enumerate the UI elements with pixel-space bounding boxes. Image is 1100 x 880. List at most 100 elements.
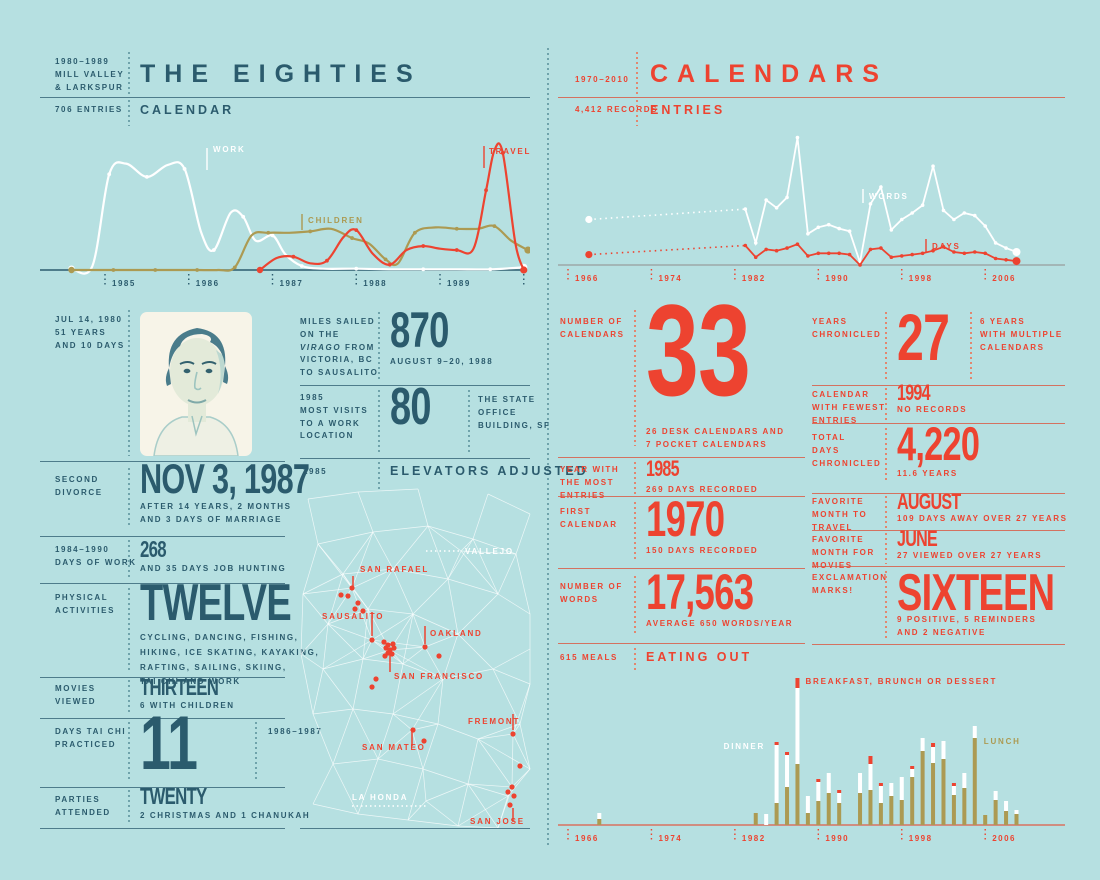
movies-divider — [128, 680, 130, 714]
right-subtitle: ENTRIES — [650, 103, 726, 117]
rule — [812, 644, 1065, 645]
birthday-divider — [128, 310, 130, 456]
svg-text:SAUSALITO: SAUSALITO — [322, 612, 384, 621]
svg-text:1974: 1974 — [658, 834, 682, 843]
records-count: 4,412 RECORDS — [575, 105, 659, 114]
right-header-divider — [636, 52, 638, 96]
left-header-rule — [40, 97, 530, 98]
svg-text:VALLEJO: VALLEJO — [465, 547, 514, 556]
svg-text:DINNER: DINNER — [724, 742, 765, 751]
rule — [40, 536, 285, 537]
divorce-sub: AFTER 14 YEARS, 2 MONTHS AND 3 DAYS OF M… — [140, 502, 292, 524]
svg-text:1998: 1998 — [909, 834, 933, 843]
taichi-value: 11 — [140, 701, 198, 786]
rule — [558, 496, 805, 497]
sailed-sub: AUGUST 9–20, 1988 — [390, 357, 494, 366]
years-chronicled-value: 27 — [897, 300, 950, 374]
parties-value: TWENTY — [140, 783, 207, 809]
svg-text:1986: 1986 — [196, 279, 220, 288]
svg-text:SAN JOSE: SAN JOSE — [470, 817, 525, 826]
eating-out-title: EATING OUT — [646, 650, 753, 664]
first-calendar-sub: 150 DAYS RECORDED — [646, 546, 759, 555]
travel-month-sub: 109 DAYS AWAY OVER 27 YEARS — [897, 514, 1068, 523]
divorce-label: SECOND DIVORCE — [55, 475, 103, 497]
first-calendar-value: 1970 — [646, 491, 725, 547]
rule — [40, 718, 285, 719]
sailed-label: MILES SAILED ON THE VIRAGO FROM VICTORIA… — [300, 317, 379, 378]
left-header-divider — [128, 52, 130, 96]
taichi-side: 1986–1987 — [268, 727, 323, 736]
visits-value: 80 — [390, 378, 431, 436]
left-subtitle: CALENDAR — [140, 103, 235, 117]
visits-divider — [378, 390, 380, 452]
exclaim-sub: 9 POSITIVE, 5 REMINDERS AND 2 NEGATIVE — [897, 615, 1037, 637]
rule — [300, 828, 530, 829]
words-label: NUMBER OF WORDS — [560, 582, 623, 604]
workdays-value: 268 — [140, 536, 167, 562]
years-chronicled-label: YEARS CHRONICLED — [812, 317, 882, 339]
svg-text:1966: 1966 — [575, 274, 599, 283]
left-entries-count: 706 ENTRIES — [55, 105, 123, 114]
words-divider — [634, 576, 636, 636]
svg-text:1990: 1990 — [825, 274, 849, 283]
rule — [812, 385, 1065, 386]
elevators-map: VALLEJO SAN RAFAEL SAUSALITO OAKLAND SAN FRA… — [300, 488, 531, 828]
rule — [812, 566, 1065, 567]
svg-text:DAYS: DAYS — [932, 242, 961, 251]
svg-text:SAN MATEO: SAN MATEO — [362, 743, 426, 752]
most-entries-divider — [634, 462, 636, 494]
years-chronicled-side: 6 YEARS WITH MULTIPLE CALENDARS — [980, 317, 1063, 352]
entries-chart: 1966 1974 1982 1990 1998 2006 WORDS DAYS — [558, 135, 1065, 283]
first-calendar-label: FIRST CALENDAR — [560, 507, 618, 529]
svg-text:TRAVEL: TRAVEL — [489, 147, 530, 156]
parties-sub: 2 CHRISTMAS AND 1 CHANUKAH — [140, 811, 311, 820]
words-value: 17,563 — [646, 564, 754, 620]
svg-text:1985: 1985 — [112, 279, 136, 288]
physical-sub: CYCLING, DANCING, FISHING, HIKING, ICE S… — [140, 633, 320, 687]
calendars-sub: 26 DESK CALENDARS AND 7 POCKET CALENDARS — [646, 427, 785, 449]
travel-month-value: AUGUST — [897, 489, 961, 514]
travel-month-label: FAVORITE MONTH TO TRAVEL — [812, 497, 868, 532]
workdays-sub: AND 35 DAYS JOB HUNTING — [140, 564, 287, 573]
left-era-range: 1980–1989 MILL VALLEY & LARKSPUR — [55, 57, 125, 92]
svg-text:SAN RAFAEL: SAN RAFAEL — [360, 565, 429, 574]
sailed-value: 870 — [390, 302, 449, 358]
eating-out-chart: 1966 1974 1982 1990 1998 2006 DINNER BREAKFAST,… — [558, 677, 1065, 843]
movies-label: MOVIES VIEWED — [55, 684, 97, 706]
svg-text:FREMONT: FREMONT — [468, 717, 520, 726]
svg-text:BREAKFAST, BRUNCH OR DESSERT: BREAKFAST, BRUNCH OR DESSERT — [805, 677, 997, 686]
exclaim-divider — [885, 571, 887, 640]
map-year-label: 1985 — [303, 467, 328, 476]
exclaim-value: SIXTEEN — [897, 564, 1055, 622]
svg-text:1987: 1987 — [280, 279, 304, 288]
movie-month-label: FAVORITE MONTH FOR MOVIES — [812, 535, 875, 570]
rule — [558, 643, 805, 644]
words-sub: AVERAGE 650 WORDS/YEAR — [646, 619, 794, 628]
svg-text:LA HONDA: LA HONDA — [352, 793, 408, 802]
physical-divider — [128, 588, 130, 672]
svg-text:SAN FRANCISCO: SAN FRANCISCO — [394, 672, 484, 681]
movies-sub: 6 WITH CHILDREN — [140, 701, 235, 710]
calendars-label: NUMBER OF CALENDARS — [560, 317, 625, 339]
left-subheader-divider — [128, 100, 130, 126]
rule — [40, 677, 285, 678]
rule — [40, 461, 285, 462]
most-entries-sub: 269 DAYS RECORDED — [646, 485, 759, 494]
birthday-label: JUL 14, 1980 51 YEARS AND 10 DAYS — [55, 315, 125, 350]
rule — [40, 828, 285, 829]
svg-text:2006: 2006 — [992, 834, 1016, 843]
portrait-photo — [140, 312, 252, 456]
svg-text:1989: 1989 — [447, 279, 471, 288]
movies-value: THIRTEEN — [140, 674, 219, 700]
divorce-date: NOV 3, 1987 — [140, 455, 310, 502]
visits-label: 1985 MOST VISITS TO A WORK LOCATION — [300, 393, 369, 441]
total-days-value: 4,220 — [897, 417, 980, 470]
physical-value: TWELVE — [140, 574, 292, 632]
meals-divider — [634, 648, 636, 670]
rule — [812, 423, 1065, 424]
rule — [558, 457, 805, 458]
rule — [812, 530, 1065, 531]
meals-label: 615 MEALS — [560, 653, 618, 662]
calendars-divider — [634, 310, 636, 446]
